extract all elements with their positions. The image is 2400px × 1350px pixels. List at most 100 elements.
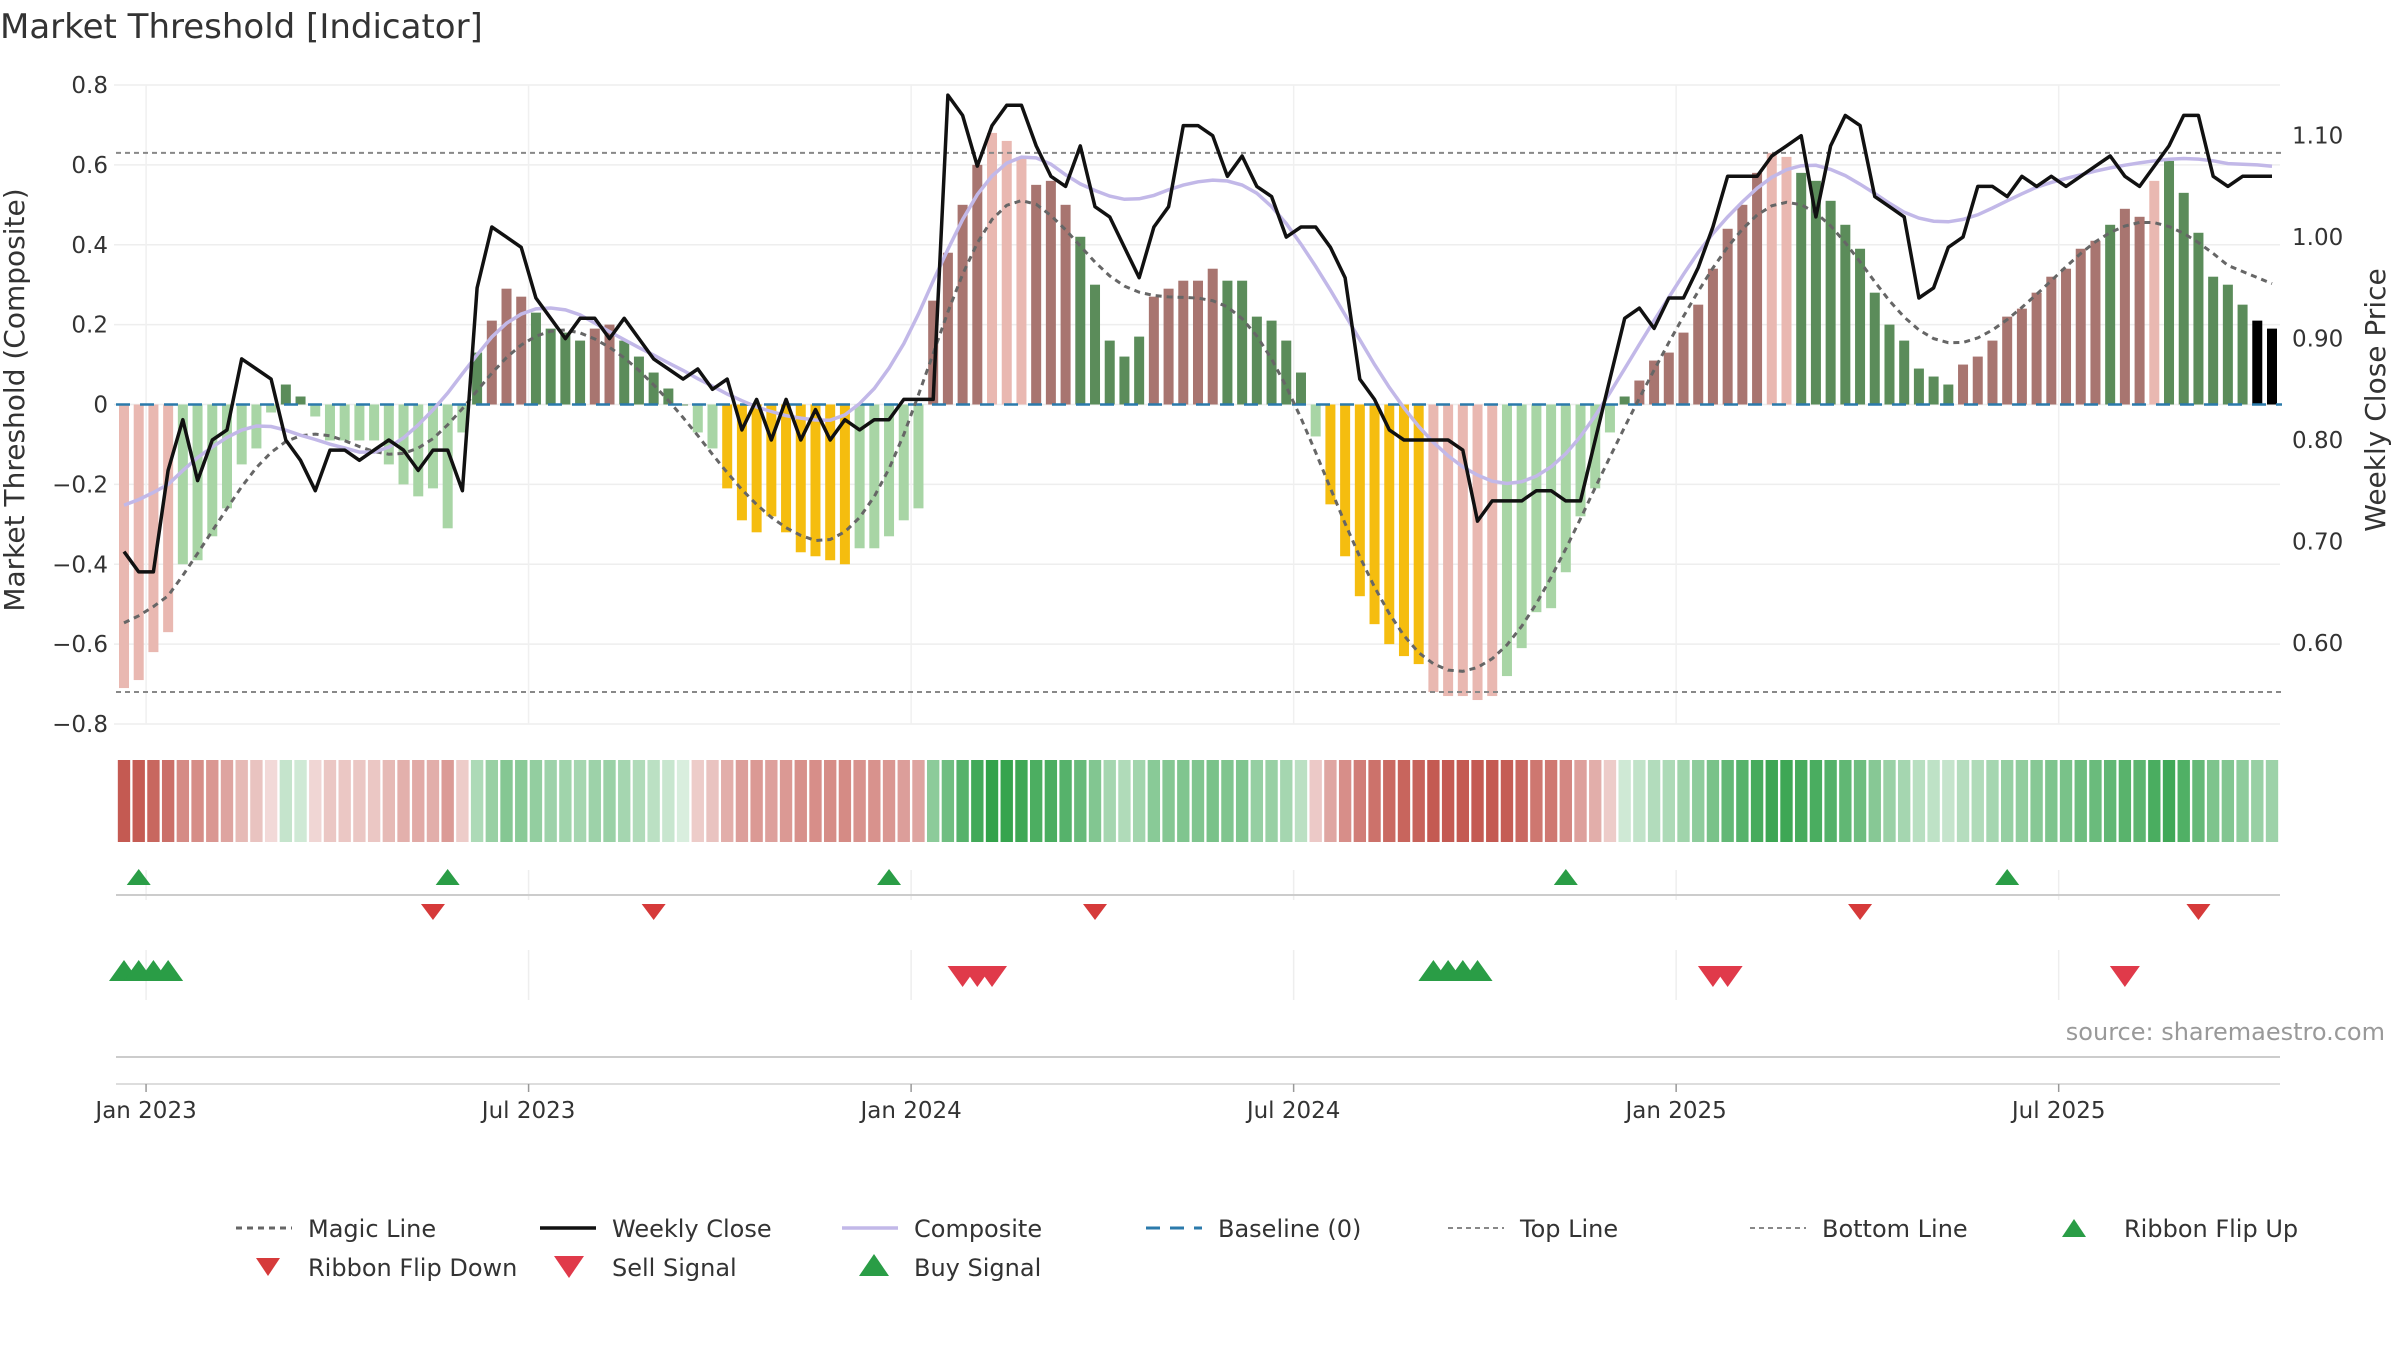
ribbon-cell	[2103, 760, 2117, 842]
ribbon-cell	[1824, 760, 1837, 842]
ribbon-flip-up-marker	[126, 869, 151, 885]
composite-bar	[1796, 172, 1807, 405]
composite-bar	[1295, 372, 1306, 405]
composite-bar	[663, 388, 674, 405]
composite-bars	[118, 132, 2278, 701]
ribbon-cell	[220, 760, 234, 842]
ribbon-cell	[1956, 760, 1970, 842]
composite-bar	[192, 404, 203, 561]
composite-bar	[1884, 324, 1895, 405]
ribbon-cell	[2118, 760, 2132, 842]
composite-bar	[2178, 192, 2189, 405]
composite-bar	[1649, 360, 1660, 405]
composite-bar	[766, 404, 777, 517]
composite-bar	[1707, 268, 1718, 405]
y-tick-label: 0.6	[71, 153, 108, 179]
ribbon-cell	[868, 760, 881, 842]
ribbon-cell	[470, 760, 484, 842]
composite-bar	[1516, 404, 1527, 649]
weekly-close-line	[122, 93, 2272, 574]
composite-bar	[266, 404, 277, 413]
composite-bar	[1913, 368, 1924, 405]
ribbon-cell	[2162, 760, 2176, 842]
y2-tick-label: 1.10	[2292, 124, 2343, 150]
y-tick-label: −0.2	[52, 472, 108, 498]
ribbon-cell	[2015, 760, 2029, 842]
ribbon-cell	[1324, 760, 1337, 842]
ribbon-cell	[117, 760, 131, 842]
composite-bar	[1810, 180, 1821, 405]
ribbon-cell	[1029, 760, 1043, 842]
ribbon-cell	[206, 760, 219, 842]
composite-bar	[1354, 404, 1365, 597]
composite-bar	[795, 404, 806, 553]
composite-bar	[2046, 276, 2057, 405]
ribbon-cell	[1589, 760, 1602, 842]
composite-bar	[1266, 320, 1277, 405]
legend-item-ribbon-flip-down: Ribbon Flip Down	[256, 1254, 517, 1282]
ribbon-flip-up-marker	[435, 869, 460, 885]
legend-buy-signal-swatch	[859, 1254, 889, 1276]
composite-bar	[427, 404, 438, 489]
ribbon-flip-down-marker	[1848, 904, 1873, 920]
ribbon-cell	[2148, 760, 2161, 842]
ribbon-cell	[147, 760, 160, 842]
composite-bar	[295, 396, 306, 405]
composite-bar	[148, 404, 159, 653]
ribbon-cell	[2265, 760, 2279, 842]
composite-bar	[383, 404, 394, 465]
ribbon-cell	[1883, 760, 1896, 842]
ribbon-cell	[2236, 760, 2249, 842]
ribbon-cell	[2000, 760, 2014, 842]
composite-bar	[884, 404, 895, 537]
ribbon-cell	[588, 760, 601, 842]
ribbon-cell	[1500, 760, 1514, 842]
ribbon-cell	[2192, 760, 2205, 842]
ribbon-cell	[838, 760, 852, 842]
composite-bar	[339, 404, 350, 441]
legend-ribbon-flip-up-swatch	[2062, 1219, 2086, 1237]
composite-bar	[898, 404, 909, 521]
composite-bar	[1752, 172, 1763, 405]
ribbon-cell	[2089, 760, 2102, 842]
ribbon-cell	[1809, 760, 1823, 842]
composite-bar	[1016, 156, 1027, 405]
composite-bar	[1104, 340, 1115, 405]
ribbon-cell	[1971, 760, 1984, 842]
composite-bar	[1501, 404, 1512, 677]
composite-bar	[177, 404, 188, 565]
ribbon-flip-up-marker	[1995, 869, 2020, 885]
ribbon-cell	[250, 760, 263, 842]
ribbon-cell	[1515, 760, 1528, 842]
composite-bar	[545, 328, 556, 405]
ribbon-cell	[1118, 760, 1131, 842]
ribbon-cell	[2030, 760, 2043, 842]
ribbon-cell	[1235, 760, 1249, 842]
y2-axis-ticks: 1.10 1.00 0.90 0.80 0.70 0.60	[2292, 124, 2343, 657]
ribbon-cell	[1795, 760, 1808, 842]
legend-item-top-line: Top Line	[1448, 1215, 1618, 1243]
composite-bar	[1663, 352, 1674, 405]
composite-bar	[2016, 308, 2027, 405]
ribbon-cell	[662, 760, 675, 842]
composite-bar	[648, 372, 659, 405]
ribbon-cell	[765, 760, 778, 842]
composite-bar	[2119, 208, 2130, 405]
ribbon-cell	[2221, 760, 2235, 842]
ribbon-cell	[1162, 760, 1175, 842]
composite-bar	[324, 404, 335, 441]
ribbon-cell	[882, 760, 896, 842]
ribbon-cell	[338, 760, 351, 842]
ribbon-cell	[2133, 760, 2146, 842]
ribbon-cell	[1397, 760, 1411, 842]
composite-bar	[2134, 216, 2145, 405]
ribbon-cell	[161, 760, 175, 842]
ribbon-cell	[1044, 760, 1058, 842]
legend-label-baseline: Baseline (0)	[1218, 1215, 1361, 1243]
composite-bar	[1222, 280, 1233, 405]
composite-bar	[1766, 152, 1777, 405]
ribbon-cell	[1353, 760, 1367, 842]
ribbon-cell	[1147, 760, 1161, 842]
